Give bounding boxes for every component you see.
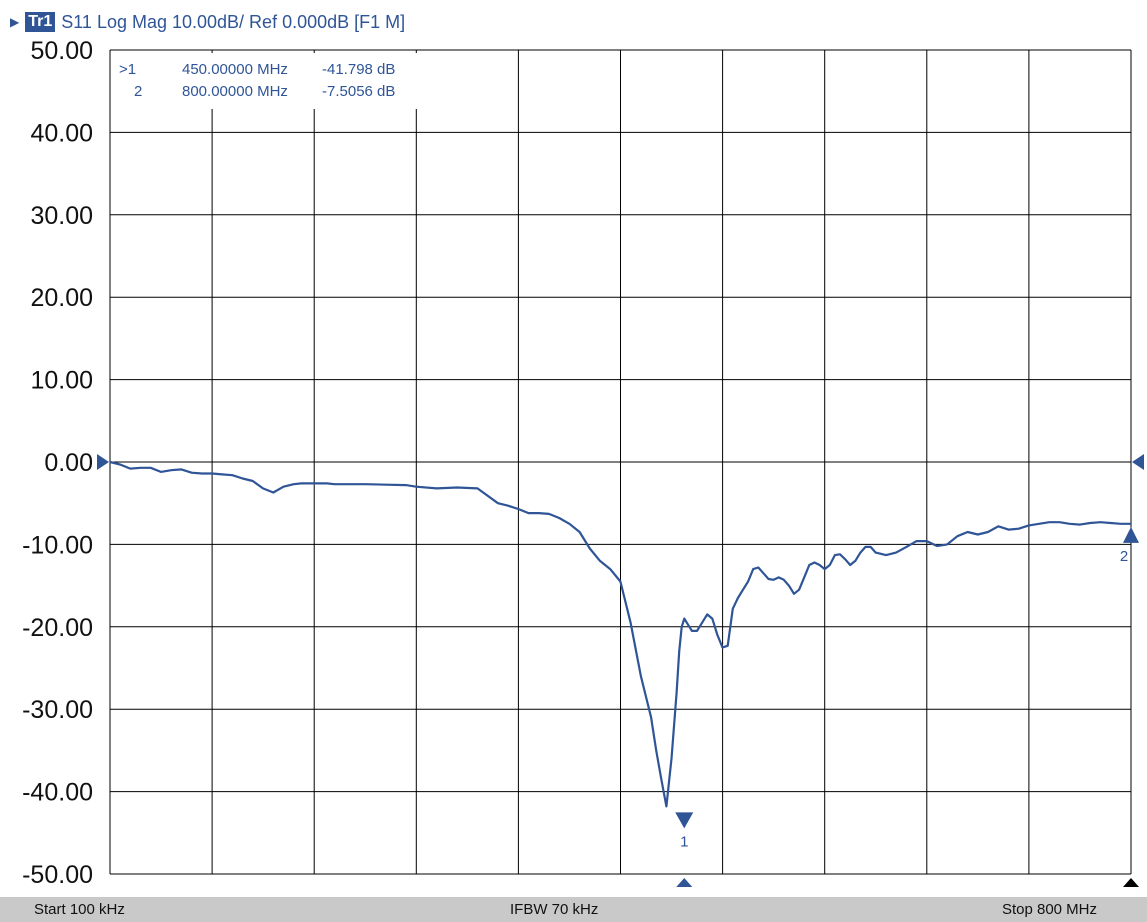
reference-level-left-icon[interactable]	[97, 454, 109, 470]
marker-1-icon[interactable]	[675, 812, 694, 829]
markers: 12	[675, 526, 1139, 887]
ifbw-label[interactable]: IFBW 70 kHz	[510, 901, 599, 918]
marker-1-label: 1	[680, 833, 688, 850]
trace-header: ▶ Tr1 S11 Log Mag 10.00dB/ Ref 0.000dB […	[10, 10, 405, 34]
marker-table: >1 450.00000 MHz -41.798 dB 2 800.00000 MHz -…	[113, 53, 423, 109]
y-tick-label: -20.00	[22, 614, 93, 642]
marker-table-value: -7.5056 dB	[322, 83, 395, 100]
y-tick-label: 0.00	[44, 449, 93, 477]
marker-table-freq: 450.00000 MHz	[182, 61, 288, 78]
y-tick-label: 50.00	[30, 37, 93, 65]
stop-frequency[interactable]: Stop 800 MHz	[1001, 901, 1097, 918]
marker-2-position-icon[interactable]	[1123, 878, 1139, 887]
marker-table-freq: 800.00000 MHz	[182, 83, 288, 100]
marker-table-value: -41.798 dB	[322, 61, 395, 78]
marker-table-id: >1	[119, 61, 136, 78]
marker-2-icon[interactable]	[1123, 526, 1139, 543]
marker-2-label: 2	[1120, 548, 1128, 565]
trace-badge[interactable]: Tr1	[25, 12, 56, 32]
chart-area: 50.00 40.00 30.00 20.00 10.00 0.00 -10.00 -20.0…	[22, 37, 1144, 889]
marker-1-position-icon[interactable]	[676, 878, 693, 887]
start-frequency[interactable]: Start 100 kHz	[34, 901, 125, 918]
y-axis: 50.00 40.00 30.00 20.00 10.00 0.00 -10.00 -20.0…	[22, 37, 93, 889]
status-footer: Start 100 kHz IFBW 70 kHz Stop 800 MHz	[0, 897, 1147, 922]
y-tick-label: 40.00	[30, 119, 93, 147]
marker-table-id: 2	[134, 83, 142, 100]
y-tick-label: -40.00	[22, 779, 93, 807]
y-tick-label: 10.00	[30, 367, 93, 395]
reference-markers	[97, 454, 1144, 470]
trace-select-arrow-icon[interactable]: ▶	[10, 15, 20, 29]
reference-level-right-icon[interactable]	[1132, 454, 1144, 470]
marker-table-background	[113, 53, 423, 109]
y-tick-label: -30.00	[22, 696, 93, 724]
trace-info: S11 Log Mag 10.00dB/ Ref 0.000dB [F1 M]	[61, 11, 406, 32]
y-tick-label: -50.00	[22, 861, 93, 889]
grid	[109, 49, 1132, 875]
trace-line	[109, 460, 1131, 808]
y-tick-label: 30.00	[30, 202, 93, 230]
y-tick-label: 20.00	[30, 284, 93, 312]
y-tick-label: -10.00	[22, 531, 93, 559]
